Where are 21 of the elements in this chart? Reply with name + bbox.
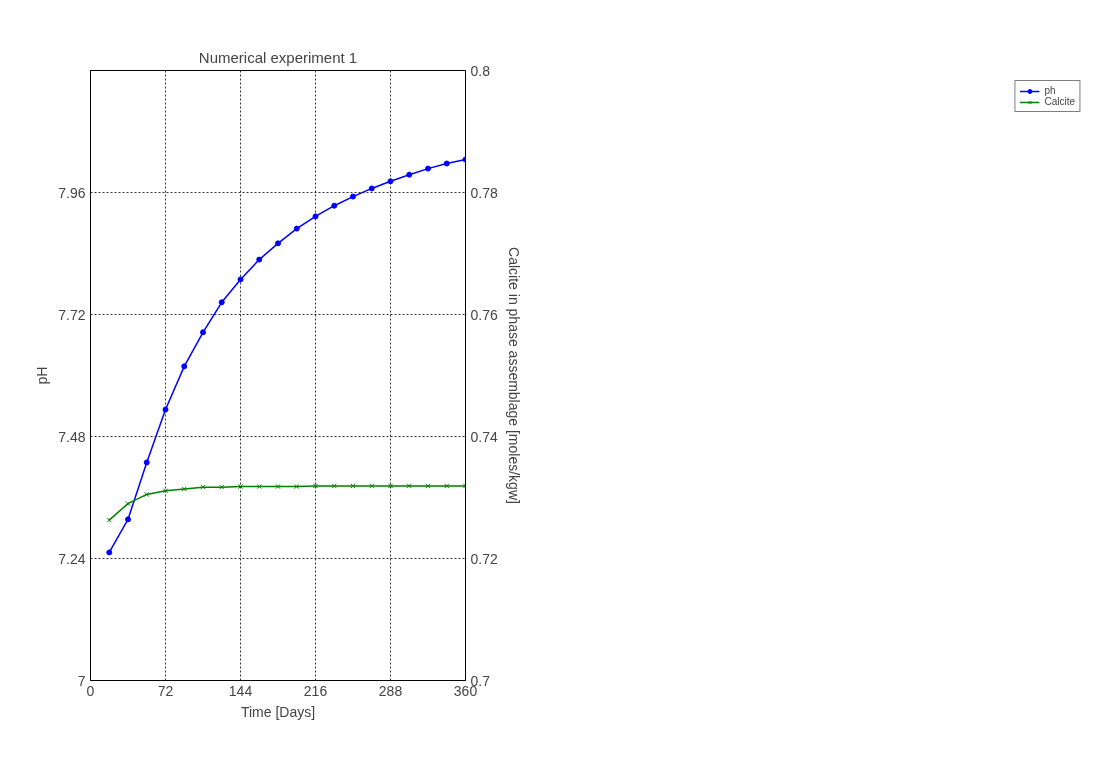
y2-tick-label: 0.72 (470, 550, 498, 567)
y-tick-label: 7.48 (58, 428, 86, 445)
x-tick-label: 72 (157, 682, 174, 699)
y2-tick-label: 0.74 (470, 428, 498, 445)
y2-axis-title: Calcite in phase assemblage [moles/kgw] (505, 247, 522, 504)
x-tick-label: 0 (86, 682, 95, 699)
y-tick-label: 7.24 (58, 550, 86, 567)
y2-tick-label: 0.8 (470, 62, 491, 79)
chart-title: Numerical experiment 1 (198, 48, 358, 66)
y-tick-label: 7 (77, 672, 86, 689)
x-axis-title: Time [Days] (240, 703, 316, 720)
x-tick-label: 216 (303, 682, 328, 699)
y-tick-label: 7.72 (58, 306, 86, 323)
y2-tick-label: 0.76 (470, 306, 498, 323)
legend-label: Calcite (1044, 96, 1075, 107)
y2-tick-label: 0.78 (470, 184, 498, 201)
y-tick-label: 7.96 (58, 184, 86, 201)
y-axis-title: pH (34, 366, 51, 385)
x-tick-label: 288 (378, 682, 403, 699)
x-tick-label: 144 (228, 682, 253, 699)
legend-label: ph (1044, 85, 1056, 96)
